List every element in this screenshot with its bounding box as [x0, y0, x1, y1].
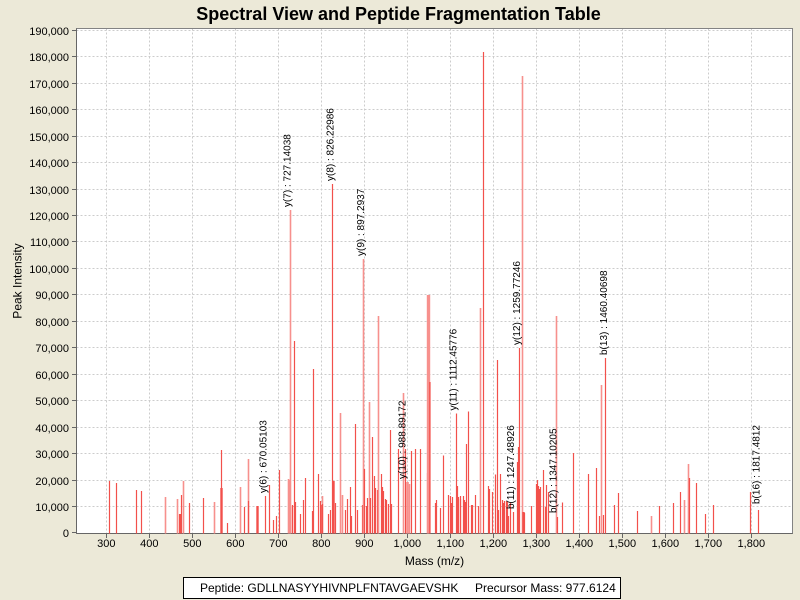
- svg-text:1,100: 1,100: [437, 538, 465, 550]
- svg-text:b(13) : 1460.40698: b(13) : 1460.40698: [599, 270, 610, 355]
- svg-text:30,000: 30,000: [35, 449, 69, 461]
- svg-text:40,000: 40,000: [35, 423, 69, 435]
- svg-text:b(16) : 1817.4812: b(16) : 1817.4812: [752, 425, 763, 504]
- svg-text:b(11) : 1247.48926: b(11) : 1247.48926: [506, 425, 517, 509]
- svg-text:160,000: 160,000: [29, 105, 69, 117]
- svg-text:800: 800: [312, 538, 330, 550]
- svg-text:y(11) : 1112.45776: y(11) : 1112.45776: [449, 328, 460, 410]
- svg-text:180,000: 180,000: [29, 52, 69, 64]
- svg-text:190,000: 190,000: [29, 26, 69, 38]
- svg-text:y(10) : 988.89172: y(10) : 988.89172: [398, 400, 409, 479]
- svg-text:80,000: 80,000: [35, 317, 69, 329]
- svg-text:700: 700: [269, 538, 287, 550]
- svg-text:600: 600: [226, 538, 244, 550]
- svg-text:50,000: 50,000: [35, 396, 69, 408]
- svg-text:130,000: 130,000: [29, 185, 69, 197]
- svg-text:60,000: 60,000: [35, 370, 69, 382]
- svg-text:100,000: 100,000: [29, 264, 69, 276]
- svg-text:70,000: 70,000: [35, 343, 69, 355]
- svg-text:1,000: 1,000: [394, 538, 422, 550]
- svg-text:1,600: 1,600: [652, 538, 680, 550]
- svg-text:110,000: 110,000: [30, 237, 69, 249]
- svg-text:140,000: 140,000: [29, 158, 69, 170]
- svg-text:1,800: 1,800: [738, 538, 766, 550]
- svg-text:1,400: 1,400: [566, 538, 594, 550]
- svg-text:1,700: 1,700: [695, 538, 723, 550]
- svg-text:y(8) : 826.22986: y(8) : 826.22986: [325, 108, 336, 181]
- svg-text:120,000: 120,000: [29, 211, 69, 223]
- svg-text:400: 400: [140, 538, 158, 550]
- svg-text:170,000: 170,000: [29, 79, 69, 91]
- svg-text:y(7) : 727.14038: y(7) : 727.14038: [283, 134, 294, 207]
- svg-text:500: 500: [183, 538, 201, 550]
- svg-text:y(9) : 897.2937: y(9) : 897.2937: [356, 188, 367, 256]
- svg-text:0: 0: [63, 528, 69, 540]
- svg-text:1,300: 1,300: [523, 538, 551, 550]
- svg-text:900: 900: [355, 538, 373, 550]
- svg-text:Mass (m/z): Mass (m/z): [405, 554, 464, 568]
- svg-text:300: 300: [97, 538, 115, 550]
- svg-text:10,000: 10,000: [35, 502, 69, 514]
- svg-text:Peak Intensity: Peak Intensity: [11, 243, 25, 318]
- svg-text:150,000: 150,000: [29, 132, 69, 144]
- svg-text:y(6) : 670.05103: y(6) : 670.05103: [258, 420, 269, 493]
- svg-text:1,200: 1,200: [480, 538, 508, 550]
- svg-text:y(12) : 1259.77246: y(12) : 1259.77246: [512, 261, 523, 345]
- svg-text:1,500: 1,500: [609, 538, 637, 550]
- svg-text:90,000: 90,000: [35, 290, 69, 302]
- svg-text:b(12) : 1347.10205: b(12) : 1347.10205: [549, 428, 560, 513]
- svg-text:20,000: 20,000: [35, 476, 69, 488]
